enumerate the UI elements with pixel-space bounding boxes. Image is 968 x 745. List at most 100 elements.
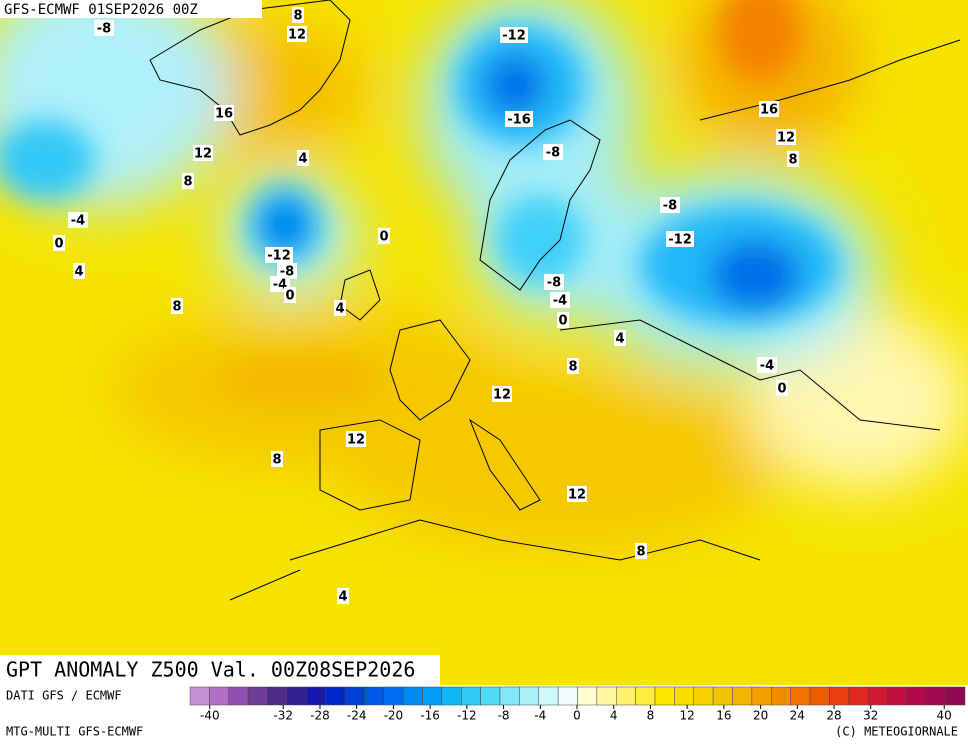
contour-label-box xyxy=(557,312,569,328)
colorbar-swatch xyxy=(751,686,772,706)
contour-label-box xyxy=(378,228,390,244)
colorbar-tick-label: -24 xyxy=(347,709,367,723)
colorbar-swatch xyxy=(402,686,423,706)
colorbar-swatch xyxy=(693,686,714,706)
colorbar-swatch xyxy=(499,686,520,706)
contour-label-box xyxy=(567,486,587,502)
title-box xyxy=(0,655,440,685)
colorbar-tick-label: 8 xyxy=(647,709,655,723)
colorbar-tick-label: 4 xyxy=(610,709,618,723)
colorbar-tick-label: 12 xyxy=(680,709,695,723)
colorbar-swatch xyxy=(461,686,481,706)
contour-label: 4 xyxy=(298,152,307,167)
contour-label: 12 xyxy=(777,131,795,146)
contour-label-box xyxy=(492,386,512,402)
colorbar-tick-label: -8 xyxy=(498,709,510,723)
contour-label-box xyxy=(500,27,528,43)
source-label: DATI GFS / ECMWF xyxy=(6,689,122,703)
colorbar-swatch xyxy=(674,686,694,706)
contour-label-box xyxy=(277,263,297,279)
colorbar-swatch xyxy=(848,686,869,706)
colorbar-swatch xyxy=(286,686,307,706)
colorbar-swatch xyxy=(712,686,733,706)
colorbar-tick-label: 24 xyxy=(790,709,805,723)
colorbar-tick-label: -4 xyxy=(534,709,546,723)
colorbar-swatch xyxy=(267,686,288,706)
colorbar-swatch xyxy=(325,686,346,706)
colorbar-swatch xyxy=(557,686,578,706)
colorbar-swatch xyxy=(228,686,249,706)
contour-label-box xyxy=(635,543,647,559)
contour-label-box xyxy=(68,212,88,228)
contour-label: -8 xyxy=(546,146,560,161)
colorbar-swatch xyxy=(538,686,559,706)
contour-label-box xyxy=(284,287,296,303)
contour-label: 4 xyxy=(74,265,83,280)
colorbar-tick-label: -40 xyxy=(200,709,220,723)
contour-label-box xyxy=(73,263,85,279)
contour-label: 4 xyxy=(338,590,347,605)
colorbar-tick-label: -20 xyxy=(384,709,404,723)
contour-label: 16 xyxy=(215,107,233,122)
contour-label: 0 xyxy=(379,230,388,245)
contour-label: 16 xyxy=(760,103,778,118)
colorbar-swatch xyxy=(596,686,617,706)
contour-label-box xyxy=(776,129,796,145)
colorbar-swatch xyxy=(887,686,908,706)
contour-label-box xyxy=(297,150,309,166)
colorbar-swatch xyxy=(247,686,268,706)
colorbar-swatch xyxy=(616,686,636,706)
colorbar-tick-label: 28 xyxy=(826,709,841,723)
colorbar-swatch xyxy=(926,686,946,706)
colorbar-tick-label: -16 xyxy=(420,709,440,723)
contour-label-box xyxy=(287,26,307,42)
contour-label: 8 xyxy=(636,545,645,560)
contour-label: 12 xyxy=(194,147,212,162)
contour-label-box xyxy=(334,300,346,316)
colorbar-swatch xyxy=(654,686,675,706)
contour-label-box xyxy=(776,380,788,396)
contour-label: 8 xyxy=(172,300,181,315)
colorbar-swatch xyxy=(867,686,888,706)
contour-label-box xyxy=(759,101,779,117)
contour-label: -8 xyxy=(547,276,561,291)
contour-label-box xyxy=(265,247,293,263)
contour-label-box xyxy=(94,20,114,36)
colorbar-tick-label: 0 xyxy=(573,709,581,723)
colorbar-swatch xyxy=(344,686,365,706)
contour-label-box xyxy=(193,145,213,161)
colorbar-tick-label: 40 xyxy=(937,709,952,723)
contour-label: -12 xyxy=(267,249,291,264)
colorbar-tick-label: 16 xyxy=(716,709,731,723)
colorbar-swatch xyxy=(635,686,656,706)
colorbar-swatch xyxy=(945,686,966,706)
colorbar-tick-label: 20 xyxy=(753,709,768,723)
colorbar-swatch xyxy=(790,686,811,706)
contour-label-box xyxy=(757,357,777,373)
contour-label: 12 xyxy=(568,488,586,503)
colorbar-swatch xyxy=(809,686,830,706)
colorbar-swatch xyxy=(383,686,404,706)
contour-label: 8 xyxy=(293,9,302,24)
colorbar: -40 -32 -28 -24 -20 -16 -12 -8 -4 0 4 8 12 16 20 24 28 32… xyxy=(189,686,966,723)
contour-label: 0 xyxy=(285,289,294,304)
contour-label-box xyxy=(614,330,626,346)
contour-label: 4 xyxy=(335,302,344,317)
contour-label: 12 xyxy=(347,433,365,448)
contour-label-box xyxy=(787,151,799,167)
contour-label-box xyxy=(660,197,680,213)
contour-label-box xyxy=(505,111,533,127)
colorbar-swatch xyxy=(732,686,753,706)
contour-label: 0 xyxy=(777,382,786,397)
contour-label-box xyxy=(666,231,694,247)
colorbar-swatch xyxy=(364,686,384,706)
contour-label: 8 xyxy=(183,175,192,190)
contour-label: 8 xyxy=(568,360,577,375)
contour-label: 12 xyxy=(288,28,306,43)
colorbar-swatch xyxy=(480,686,501,706)
contour-label: 4 xyxy=(615,332,624,347)
colorbar-swatch xyxy=(906,686,927,706)
contour-label-box xyxy=(544,274,564,290)
